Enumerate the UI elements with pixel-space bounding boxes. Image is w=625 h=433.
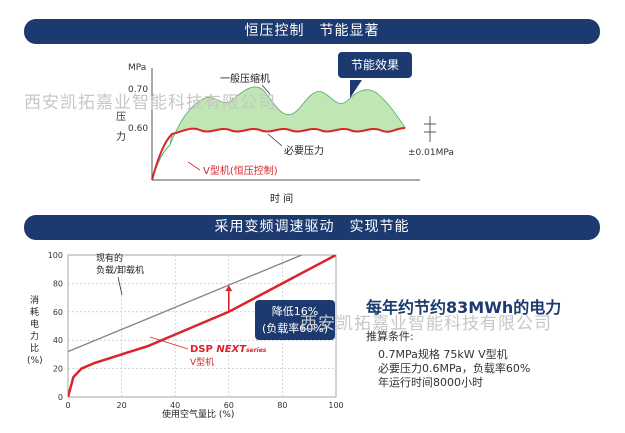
label-tolerance: ±0.01MPa — [408, 148, 454, 158]
calc-line-3: 年运行时间8000小时 — [378, 376, 483, 389]
reduction-callout: 降低16% (负载率60%) — [255, 300, 335, 340]
y-tick-label: 80 — [53, 279, 63, 288]
callout-pointer — [350, 80, 362, 98]
label-vtype-constant: V型机(恒压控制) — [203, 164, 278, 177]
x-tick-label: 0 — [65, 401, 70, 410]
bottom-y-label-5: 比 — [30, 342, 39, 354]
top-tick-060: 0.60 — [128, 124, 148, 134]
bottom-watermark: 西安凯拓嘉业智能科技有限公司 — [300, 314, 552, 334]
series — [68, 255, 336, 397]
top-y-label-1: 压 — [116, 111, 126, 123]
label-existing-1: 现有的 — [96, 252, 123, 264]
bottom-x-label: 使用空气量比 (%) — [162, 408, 234, 420]
calc-title: 推算条件: — [366, 330, 414, 343]
vtype-line — [151, 127, 406, 181]
y-tick-label: 40 — [53, 336, 63, 345]
y-tick-label: 0 — [58, 393, 63, 402]
label-required-pressure: 必要压力 — [284, 144, 324, 157]
top-x-label: 时 间 — [270, 192, 293, 205]
x-tick-label: 60 — [224, 401, 234, 410]
bottom-banner-text: 采用变频调速驱动 实现节能 — [214, 219, 410, 235]
saving-arrow-head — [225, 285, 233, 292]
ticks: 0 20 40 60 80 100 0 20 40 60 80 100 — [48, 251, 344, 410]
headline: 每年约节约83MWh的电力 — [366, 298, 562, 317]
energy-saving-callout-text: 节能效果 — [350, 58, 399, 72]
label-general-compressor: 一般压缩机 — [220, 72, 270, 85]
x-tick-label: 40 — [170, 401, 180, 410]
x-tick-label: 20 — [117, 401, 127, 410]
top-banner: 恒压控制 节能显著 — [24, 19, 600, 44]
leader-dsp — [149, 336, 189, 350]
bottom-y-label-2: 耗 — [30, 307, 39, 318]
label-vtype-bottom: V型机 — [190, 356, 214, 368]
x-tick-label: 80 — [277, 401, 287, 410]
label-series: series — [246, 347, 267, 354]
pressure-chart: MPa 0.70 0.60 压 力 一般压缩机 必要压力 V型机(恒压控制) 时… — [116, 63, 454, 205]
label-dsp-next: DSP NEXTseries — [190, 344, 267, 355]
existing-machine-line — [68, 255, 304, 353]
leader-required — [267, 133, 283, 147]
y-tick-label: 20 — [53, 365, 63, 374]
leader-general — [261, 84, 271, 95]
saving-arrow — [225, 285, 233, 312]
label-dsp: DSP — [190, 344, 213, 355]
dsp-next-line — [68, 255, 336, 397]
reduction-callout-line1: 降低16% — [271, 305, 319, 318]
bottom-y-unit: (%) — [27, 356, 43, 366]
top-tick-070: 0.70 — [128, 85, 148, 95]
y-tick-label: 100 — [48, 251, 63, 260]
bottom-banner: 采用变频调速驱动 实现节能 — [24, 215, 600, 240]
label-next: NEXT — [216, 344, 247, 355]
top-y-label-2: 力 — [116, 130, 126, 143]
calc-line-2: 必要压力0.6MPa，负载率60% — [378, 362, 531, 375]
bottom-y-label-3: 电 — [30, 318, 39, 330]
top-watermark: 西安凯拓嘉业智能科技有限公司 — [24, 93, 276, 113]
energy-saving-callout: 节能效果 — [338, 52, 412, 78]
reduction-callout-line2: (负载率60%) — [261, 322, 329, 335]
bottom-y-label-1: 消 — [30, 294, 39, 306]
top-y-unit: MPa — [128, 63, 146, 73]
calc-line-1: 0.7MPa规格 75kW V型机 — [378, 348, 508, 361]
bottom-y-label-4: 力 — [30, 330, 39, 342]
top-banner-text: 恒压控制 节能显著 — [244, 23, 380, 39]
label-existing-2: 负载/卸载机 — [96, 264, 144, 276]
y-tick-label: 60 — [53, 308, 63, 317]
leader-existing — [117, 276, 123, 296]
leader-vtype — [187, 161, 201, 171]
x-tick-label: 100 — [328, 401, 343, 410]
